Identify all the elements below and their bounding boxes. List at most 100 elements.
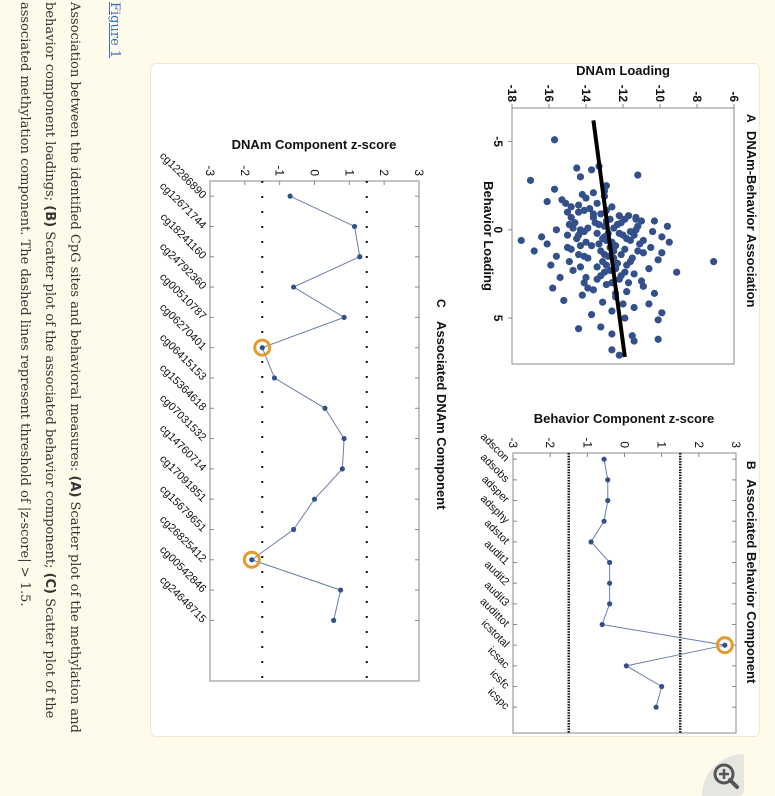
data-point [311,496,318,502]
scatter-point [645,265,653,273]
scatter-point [530,247,538,255]
y-tick-label: 3 [729,441,743,448]
scatter-point [543,240,551,248]
highlight-ring [253,338,272,357]
data-point [339,466,345,472]
data-point [341,314,347,320]
scatter-point [648,227,657,236]
panel-a-title: DNAm-Behavior Association [744,131,759,308]
scatter-point [575,201,583,209]
x-tick-label: icspc [485,686,512,713]
scatter-point [552,226,560,234]
scatter-point [623,288,631,296]
data-point [291,284,297,290]
panel-c-frame [209,180,420,682]
scatter-point [608,203,616,211]
data-point [588,539,594,545]
scatter-point [580,227,588,236]
caption-c-label: (C) [42,572,57,594]
scatter-point [658,309,666,317]
scatter-point [610,224,618,232]
data-point [351,223,358,230]
scatter-point [562,199,570,207]
y-tick-label: -3 [203,165,217,176]
y-tick-label: -6 [727,91,741,102]
scatter-point [650,217,659,225]
page: Figure 1 Association between the identif… [17,2,760,796]
scatter-point [589,189,597,197]
scatter-point [621,245,629,253]
y-tick-label: -14 [579,85,593,103]
scatter-point [567,245,575,253]
y-tick-label: -16 [542,85,556,103]
scatter-point [615,212,623,220]
scatter-point [589,213,597,222]
scatter-point [658,249,666,257]
y-tick-label: -3 [506,437,520,448]
regression-line [591,120,627,358]
panel-b-ylabel: Behavior Component z-score [534,411,715,426]
y-tick-label: 1 [655,441,669,448]
scatter-point [595,220,603,229]
zoom-in-icon [713,763,739,789]
data-point [338,587,344,593]
scatter-point [550,136,559,144]
scatter-point [552,252,560,260]
y-tick-label: 0 [308,169,322,176]
scatter-point [584,284,592,292]
scatter-point [663,222,671,230]
x-tick-label: icsac [485,645,512,672]
data-point [722,642,728,648]
zoom-button[interactable] [702,754,744,796]
scatter-point [580,206,588,214]
panel-b: B Associated Behavior Component -3 -2 -1 0 1… [477,411,759,734]
scatter-point [565,258,573,266]
scatter-point [630,270,638,278]
scatter-point [617,250,625,259]
scatter-point [615,229,623,237]
scatter-point [576,242,585,250]
scatter-point [593,229,601,237]
figure-container[interactable]: A DNAm-Behavior Association -18 -16 -14 -12… [150,63,760,796]
scatter-point [665,238,673,246]
scatter-point [582,238,590,246]
y-tick-label: -18 [505,85,519,103]
data-point [287,193,293,199]
scatter-point [654,316,662,324]
scatter-point [563,208,572,216]
scatter-point [593,263,601,271]
scatter-point [634,247,642,255]
scatter-point [626,236,634,245]
scatter-point [639,249,647,257]
scatter-point [576,263,585,271]
data-point [249,557,255,563]
data-point [599,621,605,628]
data-point [331,617,337,623]
scatter-point [576,173,585,181]
y-tick-label: -2 [543,437,557,448]
y-tick-label: 2 [692,441,706,448]
scatter-point [538,233,546,241]
panel-b-letter: B [744,461,758,470]
data-point [653,704,659,710]
scatter-point [608,330,616,338]
scatter-point [578,291,586,299]
scatter-point [582,273,590,282]
scatter-point [647,243,655,252]
x-tick-label: 5 [491,315,505,322]
y-tick-label: -10 [653,85,667,103]
scatter-point [621,268,629,276]
scatter-point [630,303,638,312]
panel-a-xlabel: Behavior Loading [481,181,496,291]
scatter-point [600,250,609,259]
scatter-point [575,325,583,333]
y-tick-label: 3 [412,169,426,176]
panel-a-ylabel: DNAm Loading [576,64,670,78]
y-tick-label: -8 [690,91,704,102]
figure-link[interactable]: Figure 1 [107,2,122,59]
scatter-point [710,258,718,266]
scatter-point [582,194,590,202]
panel-c: C Associated DNAm Component -3 -2 -1 0 1 2 3 c… [157,137,449,682]
data-point [623,663,629,669]
scatter-point [567,203,575,211]
